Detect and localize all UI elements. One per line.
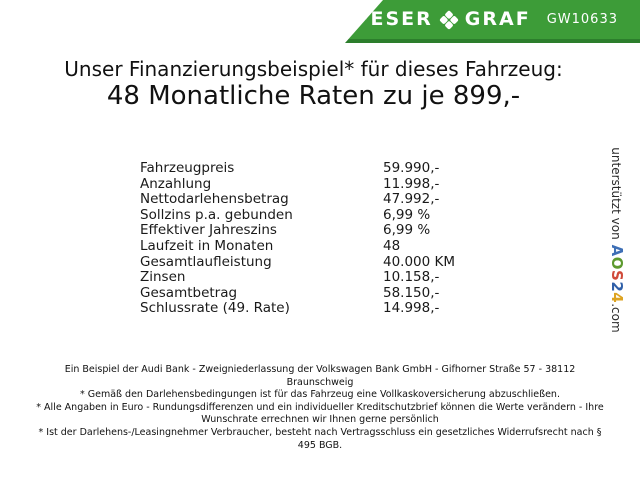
legal-fine-print: Ein Beispiel der Audi Bank - Zweignieder…: [0, 364, 640, 452]
disclaimer-bank-address: Ein Beispiel der Audi Bank - Zweignieder…: [64, 364, 576, 388]
row-label: Gesamtbetrag: [140, 284, 238, 301]
brand-word-feser: FESER: [355, 8, 433, 30]
table-row: Anzahlung 11.998,-: [140, 175, 455, 193]
monthly-rate-headline: 48 Monatliche Raten zu je 899,-: [106, 81, 521, 111]
row-label: Fahrzeugpreis: [140, 160, 235, 176]
aos24-watermark: unterstützt von AOS24 .com: [608, 147, 626, 332]
feser-graf-logo: FESER GRAF: [356, 10, 531, 30]
row-value: 47.992,-: [383, 191, 440, 208]
row-label: Laufzeit in Monaten: [140, 237, 274, 254]
brand-ribbon-banner: FESER GRAF GW10633: [345, 0, 640, 43]
table-row: Schlussrate (49. Rate) 14.998,-: [140, 301, 455, 317]
row-label: Schlussrate (49. Rate): [140, 300, 290, 317]
row-value: 58.150,-: [383, 284, 440, 301]
finance-details-table: Fahrzeugpreis 59.990,- Anzahlung 11.998,…: [140, 160, 456, 317]
aos24-letter: 4: [608, 292, 626, 304]
table-row: Nettodarlehensbetrag 47.992,-: [140, 192, 455, 208]
row-value: 6,99 %: [383, 206, 431, 223]
row-label: Anzahlung: [140, 175, 212, 192]
table-row: Effektiver Jahreszins 6,99 %: [140, 223, 455, 239]
disclaimer-withdrawal-note: * Ist der Darlehens-/Leasingnehmer Verbr…: [38, 426, 602, 451]
row-label: Nettodarlehensbetrag: [140, 191, 289, 208]
table-row: Gesamtbetrag 58.150,-: [140, 284, 455, 302]
row-label: Sollzins p.a. gebunden: [140, 206, 293, 223]
financing-example-title: Unser Finanzierungsbeispiel* für dieses …: [64, 57, 563, 81]
aos24-letter: S: [608, 270, 626, 282]
row-label: Gesamtlaufleistung: [140, 253, 272, 270]
row-value: 59.990,-: [383, 160, 440, 176]
vehicle-id-badge: GW10633: [546, 12, 618, 27]
brand-word-graf: GRAF: [464, 8, 531, 30]
watermark-suffix: .com: [609, 303, 623, 333]
table-row: Sollzins p.a. gebunden 6,99 %: [140, 206, 455, 224]
table-row: Laufzeit in Monaten 48: [140, 237, 455, 255]
row-value: 6,99 %: [383, 222, 431, 239]
row-label: Effektiver Jahreszins: [140, 222, 277, 239]
disclaimer-insurance-note: * Gemäß den Darlehensbedingungen ist für…: [80, 389, 560, 401]
aos24-logo: AOS24: [608, 245, 626, 304]
row-value: 10.158,-: [383, 269, 440, 286]
row-value: 48: [383, 237, 401, 254]
watermark-prefix: unterstützt von: [609, 147, 623, 240]
row-value: 11.998,-: [383, 175, 440, 192]
row-label: Zinsen: [140, 269, 186, 286]
table-row: Zinsen 10.158,-: [140, 270, 455, 286]
table-row: Gesamtlaufleistung 40.000 KM: [140, 253, 456, 271]
row-value: 40.000 KM: [383, 253, 456, 270]
disclaimer-euro-note: * Alle Angaben in Euro - Rundungsdiffere…: [36, 401, 604, 426]
table-row: Fahrzeugpreis 59.990,-: [140, 160, 455, 177]
aos24-letter: 2: [608, 281, 626, 293]
aos24-letter: A: [608, 244, 626, 257]
clover-icon: [439, 10, 459, 30]
row-value: 14.998,-: [383, 300, 440, 317]
aos24-letter: O: [608, 256, 626, 271]
